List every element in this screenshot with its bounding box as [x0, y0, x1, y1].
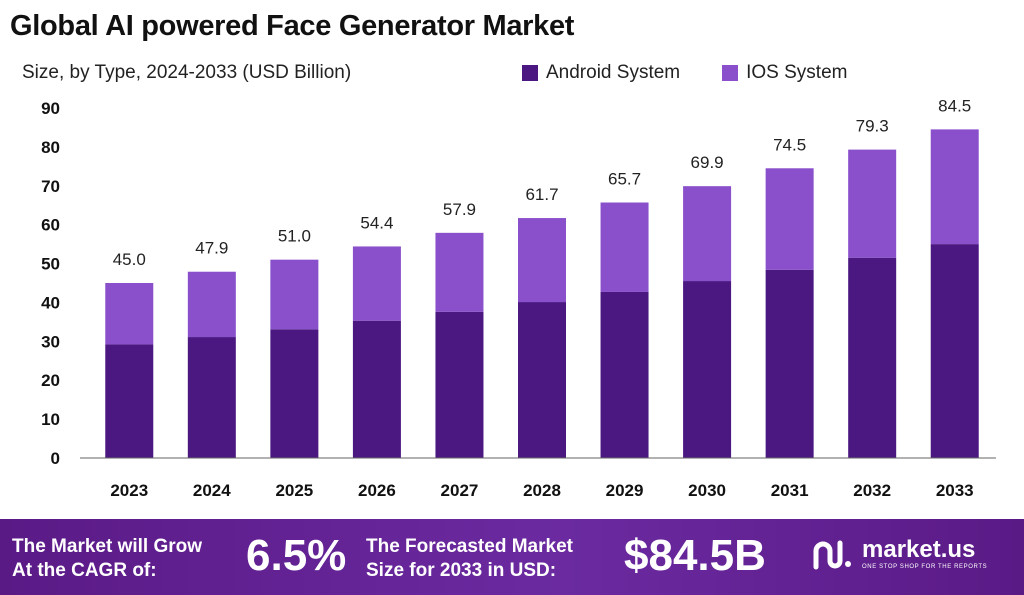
- forecast-label-line1: The Forecasted Market: [366, 536, 573, 557]
- x-tick-label: 2028: [523, 481, 561, 500]
- bar-android-system: [352, 320, 401, 458]
- bar-android-system: [270, 329, 319, 458]
- legend-label-android: Android System: [546, 62, 681, 83]
- bar-total-label: 57.9: [443, 200, 476, 219]
- bar-chart: 010203040506070809045.0202347.9202451.02…: [41, 96, 996, 500]
- footer-banner: The Market will Grow At the CAGR of: 6.5…: [0, 519, 1024, 595]
- brand-tagline: ONE STOP SHOP FOR THE REPORTS: [862, 564, 988, 570]
- legend-item-ios: IOS System: [722, 62, 847, 84]
- bar-ios-system: [518, 218, 566, 303]
- y-tick-label: 30: [41, 332, 60, 351]
- bar-total-label: 45.0: [113, 250, 146, 269]
- bar-ios-system: [105, 283, 154, 345]
- bar-total-label: 54.4: [360, 213, 393, 232]
- forecast-label: The Forecasted Market Size for 2033 in U…: [366, 535, 573, 583]
- x-tick-label: 2032: [853, 481, 891, 500]
- bar-total-label: 61.7: [525, 185, 558, 204]
- bar-android-system: [435, 311, 484, 458]
- x-tick-label: 2025: [275, 481, 313, 500]
- legend-label-ios: IOS System: [746, 62, 848, 83]
- x-tick-label: 2023: [110, 481, 148, 500]
- forecast-value: $84.5B: [624, 531, 766, 580]
- y-tick-label: 90: [41, 99, 60, 118]
- x-tick-label: 2027: [441, 481, 479, 500]
- bar-ios-system: [683, 186, 732, 282]
- bar-total-label: 74.5: [773, 135, 806, 154]
- bar-android-system: [848, 257, 897, 458]
- y-tick-label: 20: [41, 371, 60, 390]
- x-tick-label: 2031: [771, 481, 809, 500]
- market-us-logo-icon: [813, 540, 851, 570]
- bar-total-label: 69.9: [691, 153, 724, 172]
- bar-ios-system: [187, 271, 236, 338]
- x-tick-label: 2026: [358, 481, 396, 500]
- cagr-value: 6.5%: [246, 531, 347, 580]
- x-tick-label: 2033: [936, 481, 974, 500]
- bar-total-label: 84.5: [938, 96, 971, 115]
- bar-android-system: [765, 269, 814, 458]
- bar-android-system: [683, 281, 732, 458]
- bar-ios-system: [765, 168, 814, 270]
- bar-android-system: [930, 244, 979, 458]
- bar-android-system: [600, 291, 649, 458]
- cagr-label-line2: At the CAGR of:: [12, 560, 157, 581]
- x-tick-label: 2029: [606, 481, 644, 500]
- legend: Android System IOS System: [522, 62, 847, 84]
- bar-android-system: [187, 337, 236, 458]
- y-tick-label: 50: [41, 255, 60, 274]
- y-tick-label: 60: [41, 216, 60, 235]
- brand-name: market.us: [862, 536, 976, 563]
- x-tick-label: 2024: [193, 481, 231, 500]
- bar-ios-system: [930, 129, 979, 245]
- bar-ios-system: [352, 246, 401, 321]
- bar-total-label: 51.0: [278, 227, 311, 246]
- legend-swatch-android: [522, 65, 538, 81]
- bar-total-label: 65.7: [608, 170, 641, 189]
- y-tick-label: 10: [41, 410, 60, 429]
- y-tick-label: 70: [41, 177, 60, 196]
- chart-subtitle: Size, by Type, 2024-2033 (USD Billion): [22, 62, 352, 83]
- bar-total-label: 47.9: [195, 239, 228, 258]
- bar-ios-system: [435, 232, 484, 312]
- cagr-label-line1: The Market will Grow: [12, 536, 203, 557]
- chart-title: Global AI powered Face Generator Market: [10, 10, 575, 42]
- bar-ios-system: [848, 149, 897, 258]
- brand-logo: market.us ONE STOP SHOP FOR THE REPORTS: [812, 537, 987, 571]
- y-tick-label: 0: [51, 449, 60, 468]
- y-tick-label: 80: [41, 138, 60, 157]
- bar-ios-system: [270, 259, 319, 330]
- legend-item-android: Android System: [522, 62, 680, 84]
- bar-android-system: [518, 302, 566, 458]
- cagr-label: The Market will Grow At the CAGR of:: [12, 535, 202, 583]
- bar-total-label: 79.3: [856, 117, 889, 136]
- y-tick-label: 40: [41, 293, 60, 312]
- bar-android-system: [105, 344, 154, 458]
- x-tick-label: 2030: [688, 481, 726, 500]
- legend-swatch-ios: [722, 65, 739, 81]
- bar-ios-system: [600, 202, 649, 292]
- forecast-label-line2: Size for 2033 in USD:: [366, 560, 557, 581]
